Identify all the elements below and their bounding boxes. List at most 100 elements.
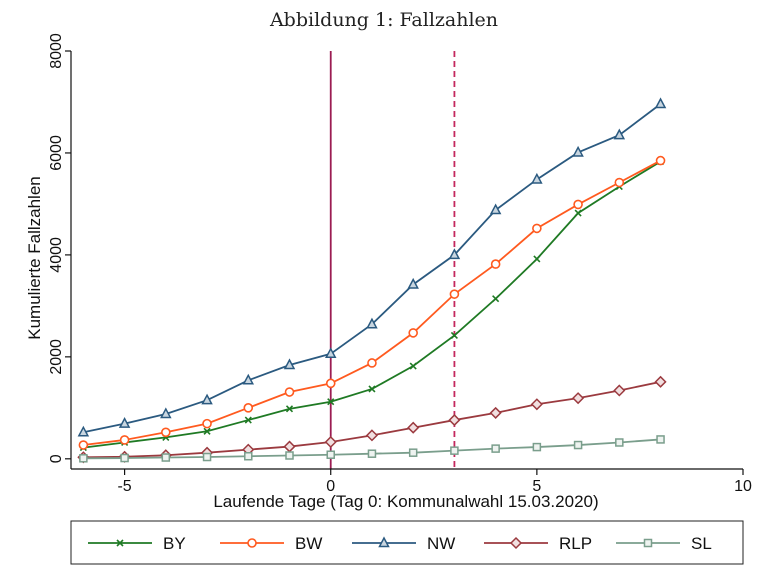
legend-swatch-marker bbox=[116, 539, 124, 547]
data-point-by bbox=[327, 398, 335, 406]
data-point-bw bbox=[284, 387, 295, 397]
data-point-sl bbox=[656, 435, 665, 444]
legend-swatch-marker bbox=[378, 536, 390, 548]
data-point-nw bbox=[324, 347, 337, 359]
data-point-sl bbox=[450, 446, 459, 455]
data-point-nw bbox=[201, 393, 213, 405]
reference-lines bbox=[329, 51, 456, 469]
legend: BY BW NW RLP SL bbox=[70, 520, 744, 565]
data-point-sl bbox=[367, 449, 377, 458]
data-point-sl bbox=[573, 440, 583, 450]
legend-item-rlp: RLP bbox=[484, 534, 592, 553]
axes: 0 2000 4000 6000 8000 -5 0 5 10 bbox=[48, 33, 752, 495]
data-point-nw bbox=[118, 417, 131, 428]
data-point-bw bbox=[367, 358, 377, 368]
data-point-by bbox=[409, 362, 417, 370]
data-point-sl bbox=[161, 453, 171, 462]
legend-item-by: BY bbox=[88, 534, 186, 553]
data-point-nw bbox=[242, 373, 255, 385]
data-point-nw bbox=[572, 145, 584, 157]
data-point-nw bbox=[160, 407, 172, 419]
chart-title: Abbildung 1: Fallzahlen bbox=[269, 9, 498, 31]
data-point-nw bbox=[283, 358, 296, 370]
data-point-by bbox=[533, 255, 541, 263]
data-point-rlp bbox=[365, 429, 379, 442]
data-point-bw bbox=[78, 440, 89, 450]
legend-swatch-marker bbox=[247, 538, 257, 548]
y-tick-label: 4000 bbox=[48, 237, 65, 273]
data-point-rlp bbox=[407, 421, 420, 434]
data-point-sl bbox=[408, 448, 418, 457]
y-tick-label: 2000 bbox=[48, 339, 65, 375]
data-point-bw bbox=[614, 177, 625, 188]
legend-label: RLP bbox=[559, 534, 592, 553]
data-point-bw bbox=[243, 403, 254, 413]
x-tick-label: 0 bbox=[326, 478, 335, 495]
legend-item-nw: NW bbox=[352, 534, 455, 553]
data-point-sl bbox=[615, 438, 624, 447]
data-point-nw bbox=[531, 172, 543, 184]
legend-item-sl: SL bbox=[616, 534, 712, 553]
x-tick-label: 10 bbox=[734, 478, 752, 495]
legend-label: BW bbox=[295, 534, 322, 553]
data-point-bw bbox=[161, 427, 171, 438]
data-point-sl bbox=[244, 452, 253, 461]
legend-swatch-marker bbox=[643, 538, 653, 548]
data-point-rlp bbox=[324, 435, 337, 449]
data-point-sl bbox=[202, 452, 212, 462]
data-point-by bbox=[492, 295, 500, 303]
data-point-sl bbox=[532, 442, 542, 452]
x-axis-label: Laufende Tage (Tag 0: Kommunalwahl 15.03… bbox=[213, 492, 598, 511]
legend-swatch-marker bbox=[509, 536, 523, 550]
data-point-nw bbox=[407, 277, 419, 289]
y-tick-label: 0 bbox=[48, 454, 65, 463]
data-point-nw bbox=[366, 317, 378, 329]
legend-label: SL bbox=[691, 534, 712, 553]
data-point-nw bbox=[613, 128, 626, 140]
legend-label: BY bbox=[163, 534, 186, 553]
data-point-rlp bbox=[448, 414, 461, 427]
legend-label: NW bbox=[427, 534, 455, 553]
data-point-by bbox=[368, 385, 376, 393]
data-point-bw bbox=[655, 155, 666, 166]
data-point-bw bbox=[408, 328, 418, 338]
x-tick-label: -5 bbox=[117, 478, 131, 495]
data-point-sl bbox=[285, 451, 294, 460]
data-point-by bbox=[203, 427, 211, 435]
data-point-by bbox=[574, 209, 582, 217]
data-point-rlp bbox=[613, 384, 626, 397]
data-point-nw bbox=[489, 203, 502, 215]
series-layer bbox=[77, 97, 667, 464]
plot-area bbox=[71, 51, 743, 469]
data-point-sl bbox=[491, 444, 500, 453]
series-sl bbox=[79, 435, 665, 463]
data-point-rlp bbox=[489, 406, 502, 419]
data-point-bw bbox=[573, 199, 583, 210]
data-point-rlp bbox=[654, 375, 667, 388]
data-point-rlp bbox=[530, 398, 543, 411]
y-axis-label: Kumulierte Fallzahlen bbox=[25, 176, 44, 339]
series-bw bbox=[78, 155, 666, 450]
data-point-nw bbox=[448, 248, 461, 260]
legend-item-bw: BW bbox=[220, 534, 322, 553]
x-tick-label: 5 bbox=[532, 478, 541, 495]
data-point-bw bbox=[449, 289, 460, 299]
data-point-by bbox=[285, 405, 294, 413]
data-point-sl bbox=[326, 450, 335, 459]
data-point-nw bbox=[654, 97, 667, 109]
y-tick-label: 8000 bbox=[48, 33, 65, 69]
data-point-bw bbox=[532, 223, 542, 234]
y-tick-label: 6000 bbox=[48, 135, 65, 171]
data-point-nw bbox=[77, 425, 90, 437]
data-point-bw bbox=[490, 259, 501, 269]
data-point-bw bbox=[325, 378, 336, 389]
data-point-sl bbox=[79, 454, 88, 463]
data-point-by bbox=[244, 416, 252, 424]
data-point-rlp bbox=[572, 392, 585, 405]
data-point-bw bbox=[202, 418, 212, 429]
series-nw bbox=[77, 97, 667, 437]
data-point-bw bbox=[119, 435, 130, 445]
data-point-by bbox=[450, 331, 458, 340]
data-point-sl bbox=[120, 453, 129, 463]
